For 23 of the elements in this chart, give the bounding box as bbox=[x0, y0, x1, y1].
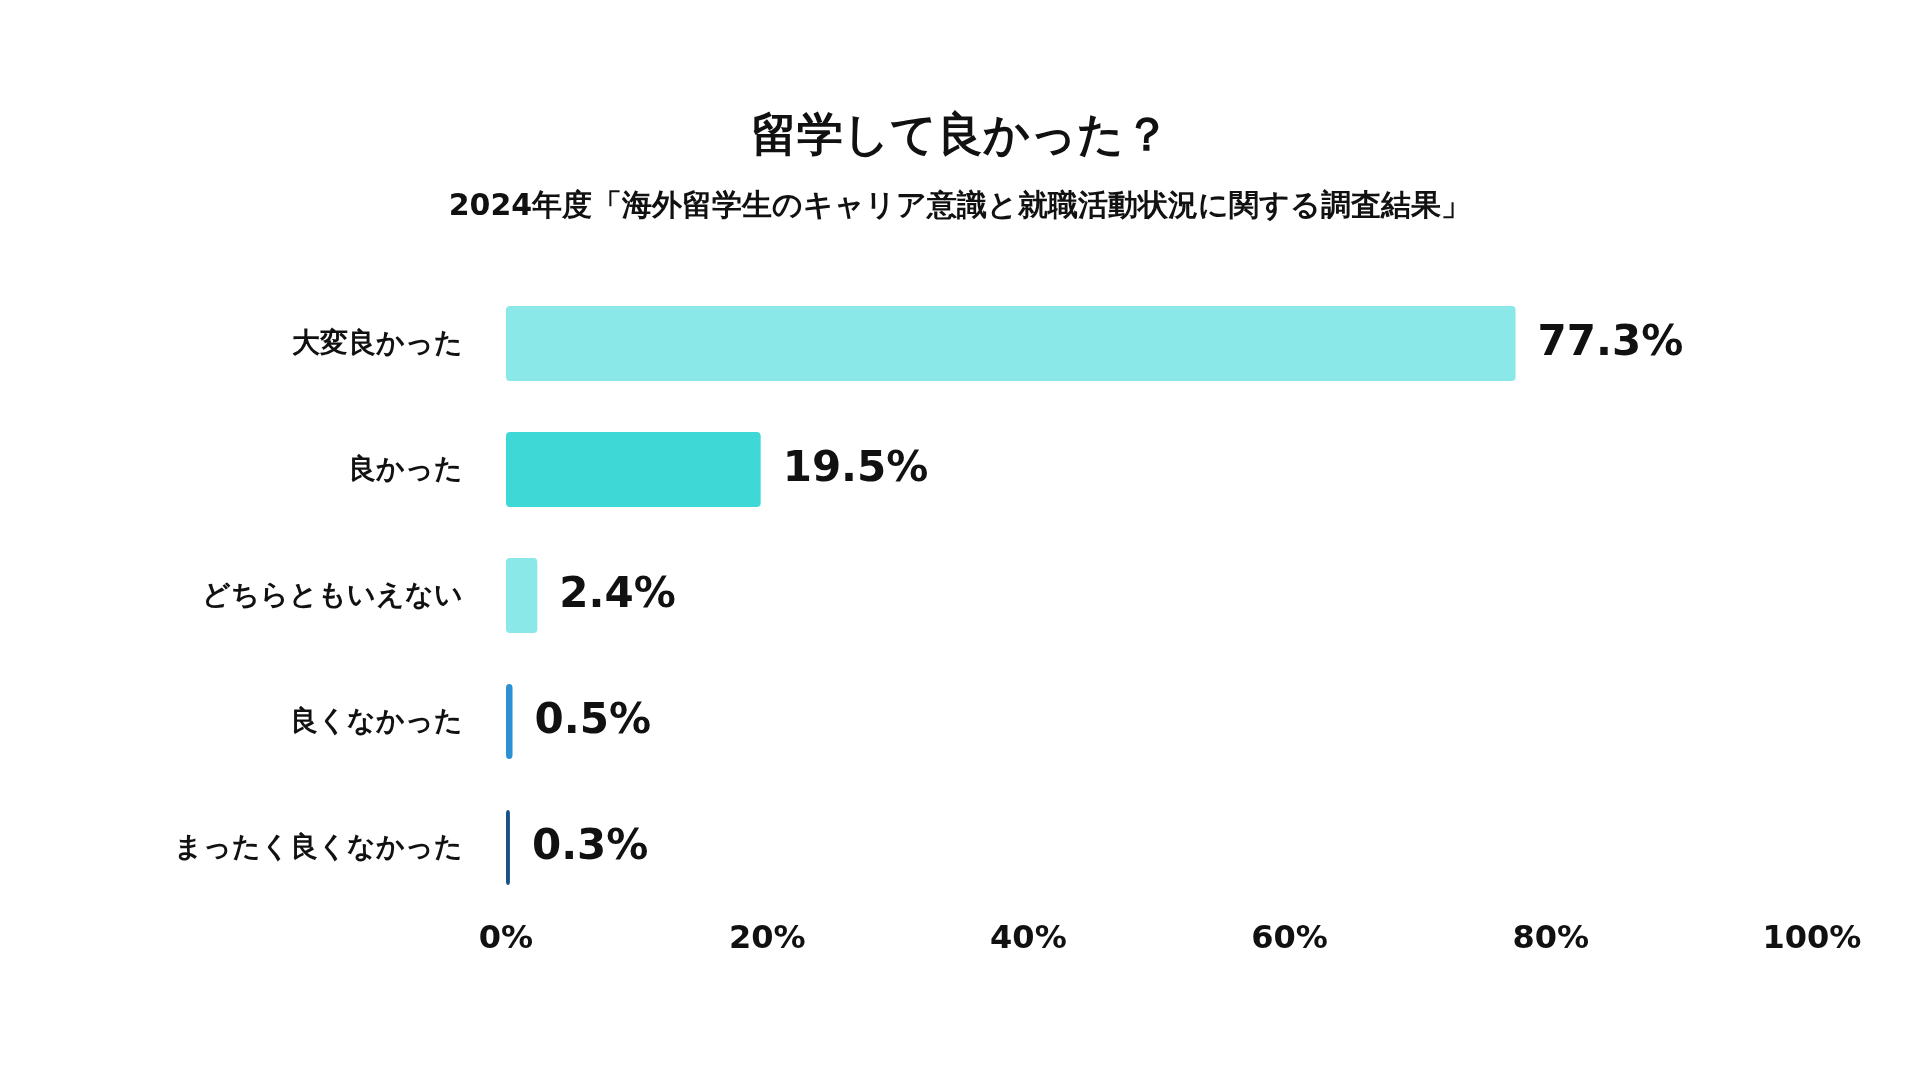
data-label: 2.4% bbox=[559, 568, 676, 617]
data-label: 0.5% bbox=[534, 694, 652, 743]
y-tick-label: まったく良くなかった bbox=[174, 829, 463, 863]
x-tick-label: 0% bbox=[478, 918, 534, 956]
y-tick-label: どちらともいえない bbox=[202, 577, 463, 611]
bar bbox=[506, 810, 510, 885]
chart-title: 留学して良かった？ bbox=[750, 106, 1170, 161]
x-tick-label: 80% bbox=[1512, 918, 1590, 956]
bar bbox=[506, 558, 538, 633]
data-label: 77.3% bbox=[1537, 316, 1684, 365]
bar bbox=[506, 306, 1516, 381]
x-tick-label: 60% bbox=[1251, 918, 1328, 956]
data-label: 0.3% bbox=[531, 820, 649, 869]
y-tick-label: 良くなかった bbox=[290, 703, 463, 737]
chart-subtitle: 2024年度「海外留学生のキャリア意識と就職活動状況に関する調査結果」 bbox=[448, 186, 1472, 222]
bar bbox=[506, 432, 761, 507]
bar bbox=[506, 684, 513, 759]
y-tick-label: 大変良かった bbox=[292, 325, 463, 359]
y-tick-label: 良かった bbox=[348, 451, 463, 485]
data-label: 19.5% bbox=[782, 442, 929, 491]
x-tick-label: 20% bbox=[728, 918, 806, 956]
x-tick-label: 100% bbox=[1762, 918, 1862, 956]
x-tick-label: 40% bbox=[990, 918, 1067, 956]
